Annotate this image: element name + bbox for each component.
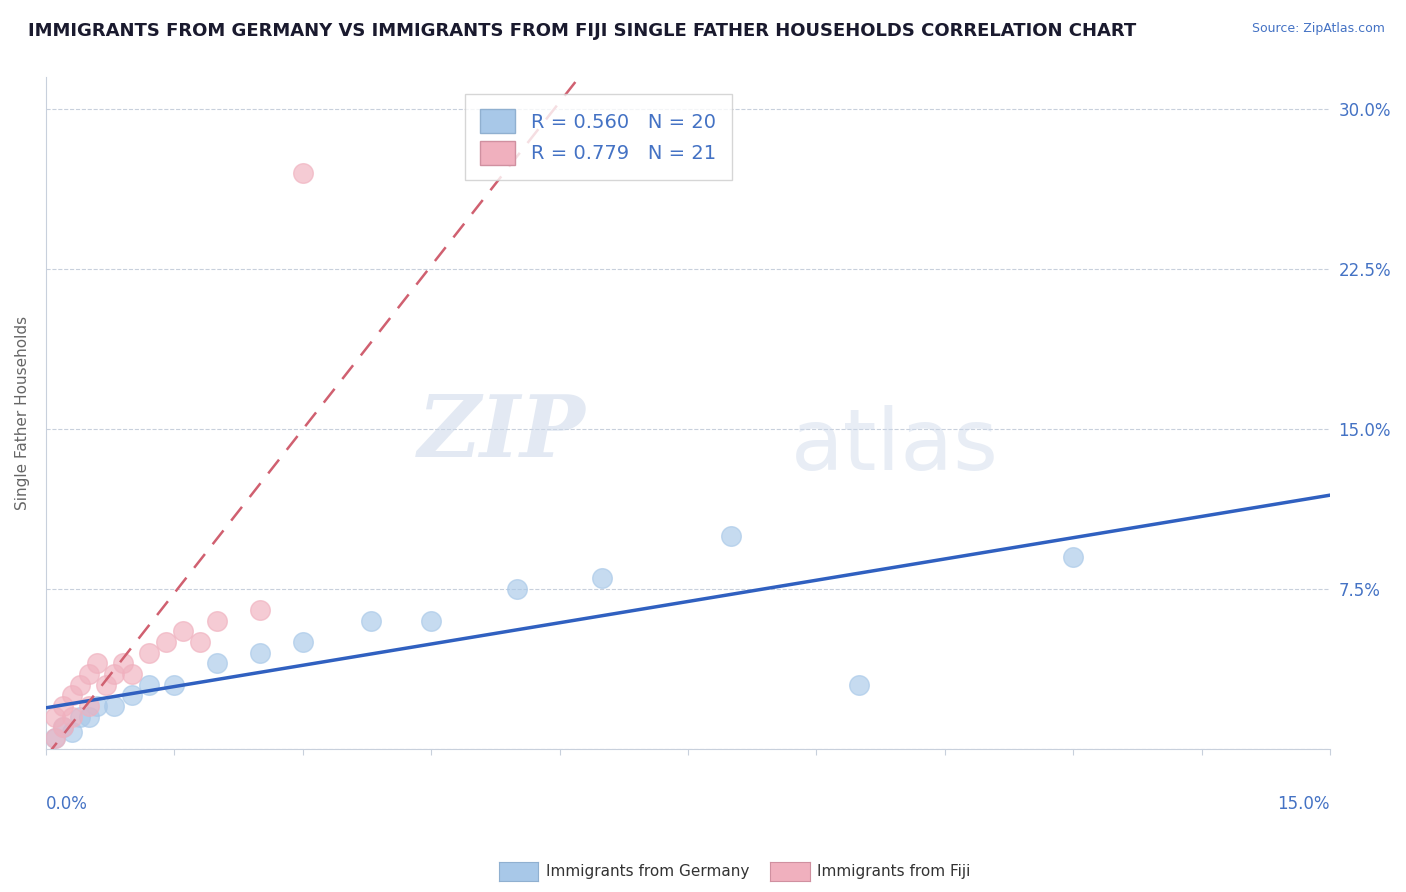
Text: Source: ZipAtlas.com: Source: ZipAtlas.com bbox=[1251, 22, 1385, 36]
Text: 15.0%: 15.0% bbox=[1278, 796, 1330, 814]
Point bbox=[69, 709, 91, 723]
Point bbox=[138, 678, 160, 692]
Point bbox=[111, 657, 134, 671]
Point bbox=[1062, 549, 1084, 564]
Point bbox=[103, 698, 125, 713]
Point bbox=[506, 582, 529, 596]
Point bbox=[60, 709, 83, 723]
Point bbox=[69, 678, 91, 692]
Point bbox=[52, 720, 75, 734]
Point bbox=[94, 678, 117, 692]
Point bbox=[77, 698, 100, 713]
Text: atlas: atlas bbox=[790, 405, 998, 488]
Y-axis label: Single Father Households: Single Father Households bbox=[15, 316, 30, 510]
Point bbox=[52, 720, 75, 734]
Point bbox=[121, 667, 143, 681]
Point bbox=[103, 667, 125, 681]
Point bbox=[360, 614, 382, 628]
Point bbox=[848, 678, 870, 692]
Point bbox=[77, 667, 100, 681]
Point bbox=[205, 657, 228, 671]
Point bbox=[52, 698, 75, 713]
Point bbox=[249, 603, 271, 617]
Point bbox=[86, 657, 108, 671]
Legend: R = 0.560   N = 20, R = 0.779   N = 21: R = 0.560 N = 20, R = 0.779 N = 21 bbox=[465, 94, 731, 180]
Point bbox=[60, 689, 83, 703]
Point bbox=[163, 678, 186, 692]
Text: 0.0%: 0.0% bbox=[46, 796, 87, 814]
Text: Immigrants from Fiji: Immigrants from Fiji bbox=[817, 864, 970, 879]
Point bbox=[86, 698, 108, 713]
Point bbox=[291, 635, 314, 649]
Point bbox=[249, 646, 271, 660]
Point bbox=[155, 635, 177, 649]
Point bbox=[44, 731, 66, 745]
Point bbox=[121, 689, 143, 703]
Point bbox=[591, 571, 613, 585]
Point bbox=[172, 624, 194, 639]
Text: Immigrants from Germany: Immigrants from Germany bbox=[546, 864, 749, 879]
Point bbox=[291, 166, 314, 180]
Text: ZIP: ZIP bbox=[418, 392, 585, 475]
Point bbox=[188, 635, 211, 649]
Point bbox=[138, 646, 160, 660]
Point bbox=[44, 731, 66, 745]
Point bbox=[44, 709, 66, 723]
Point bbox=[60, 724, 83, 739]
Point bbox=[420, 614, 443, 628]
Text: IMMIGRANTS FROM GERMANY VS IMMIGRANTS FROM FIJI SINGLE FATHER HOUSEHOLDS CORRELA: IMMIGRANTS FROM GERMANY VS IMMIGRANTS FR… bbox=[28, 22, 1136, 40]
Point bbox=[205, 614, 228, 628]
Point bbox=[77, 709, 100, 723]
Point bbox=[720, 528, 742, 542]
